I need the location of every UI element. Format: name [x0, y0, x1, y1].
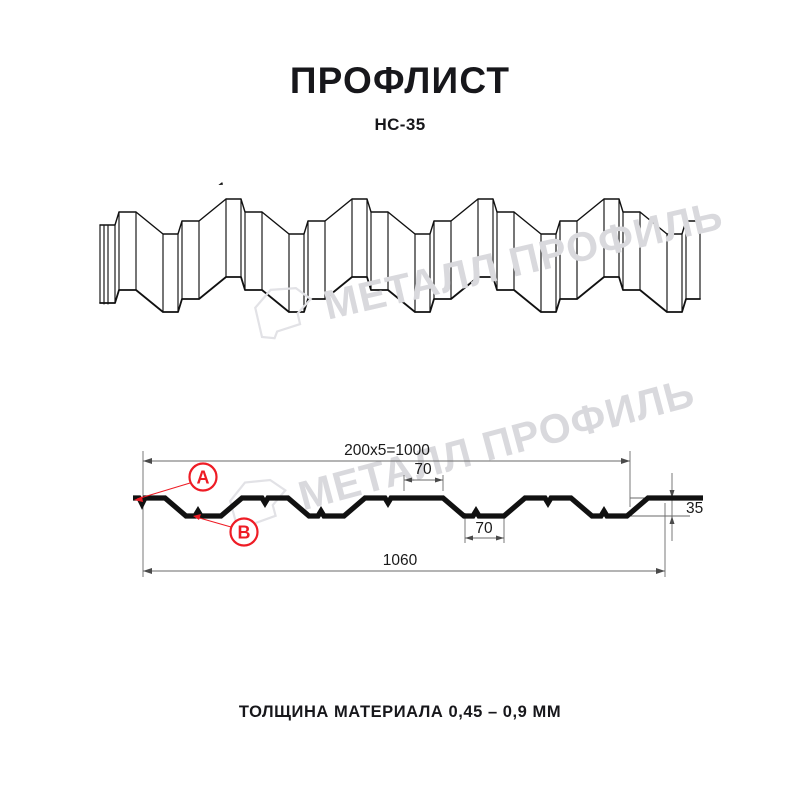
dim-text-crest: 70	[414, 461, 432, 478]
iso-final	[70, 185, 750, 355]
page-header: ПРОФЛИСТ НС-35	[0, 62, 800, 135]
callout-b-leader	[195, 516, 232, 528]
iso-left-edge-strips	[103, 225, 109, 305]
dimension-texts: 200x5=1000 1060 70 70 35	[344, 442, 703, 569]
profile-path	[133, 495, 703, 519]
callout-b-arrow	[193, 514, 201, 520]
iso-bottom-edge	[99, 276, 701, 313]
callout-a-label: A	[197, 468, 210, 488]
model-subtitle: НС-35	[374, 115, 426, 134]
page-title: ПРОФЛИСТ	[289, 60, 511, 101]
callout-b-label: B	[238, 523, 251, 543]
profile-outline	[133, 495, 703, 519]
callout-a-leader	[136, 479, 201, 500]
callout-a[interactable]: A	[134, 462, 218, 503]
iso-top-edge	[99, 198, 701, 235]
iso-fold-lines	[99, 198, 701, 313]
isometric-view: МЕТАЛЛ ПРОФИЛЬ	[0, 182, 800, 355]
watermark-section: МЕТАЛЛ ПРОФИЛЬ	[229, 369, 699, 532]
dim-text-pitch: 200x5=1000	[344, 442, 430, 459]
callout-b-circle	[229, 517, 259, 547]
isometric-svg: МЕТАЛЛ ПРОФИЛЬ	[70, 182, 750, 355]
dim-text-overall: 1060	[383, 552, 418, 569]
callout-a-arrow	[134, 496, 143, 502]
callout-b[interactable]: B	[193, 514, 259, 547]
section-svg: МЕТАЛЛ ПРОФИЛЬ	[133, 369, 703, 577]
callout-a-circle	[188, 462, 218, 492]
iso-body-fill	[100, 199, 700, 325]
section-view: МЕТАЛЛ ПРОФИЛЬ	[0, 369, 800, 610]
dim-text-height: 35	[686, 500, 703, 517]
dimension-arrows	[143, 458, 675, 574]
footer-note: ТОЛЩИНА МАТЕРИАЛА 0,45 – 0,9 ММ	[238, 703, 562, 721]
metall-profil-logo-icon-2	[254, 287, 313, 340]
dim-text-valley: 70	[475, 520, 493, 537]
